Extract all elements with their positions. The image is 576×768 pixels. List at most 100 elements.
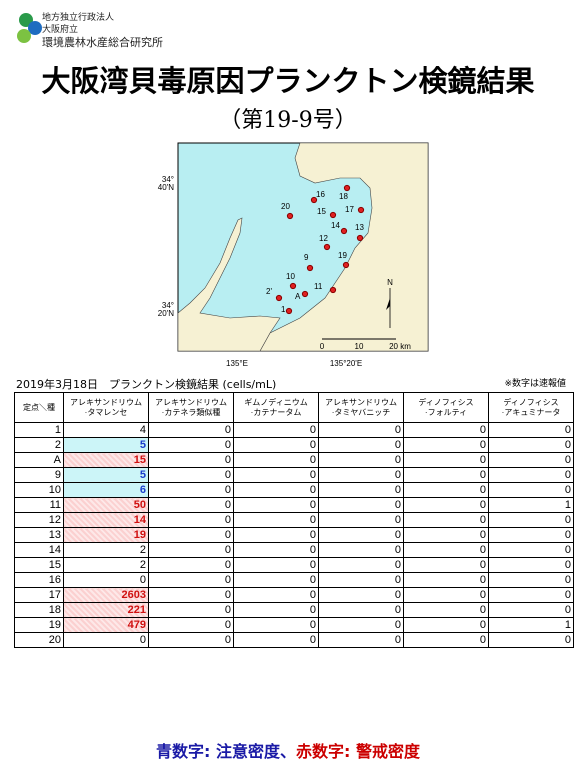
- station-dot: [323, 243, 331, 251]
- value-cell: 0: [148, 632, 234, 648]
- value-cell: 0: [233, 497, 319, 513]
- row: 11 50 0 0 0 0 1: [14, 497, 574, 513]
- station-label: 12: [319, 234, 328, 243]
- row: 18 221 0 0 0 0 0: [14, 602, 574, 618]
- table-caption: 2019年3月18日 プランクトン検鏡結果 (cells/mL): [16, 378, 277, 391]
- station-label: 11: [314, 282, 323, 291]
- header-text: アレキサンドリウム: [325, 397, 397, 407]
- header-cell: アレキサンドリウム ·タマレンセ: [63, 392, 149, 423]
- value-cell: 0: [233, 602, 319, 618]
- station-label: A: [295, 292, 301, 301]
- station-label: 19: [338, 251, 347, 260]
- station-label: 2': [266, 287, 272, 296]
- org-line: 環境農林水産総合研究所: [42, 36, 163, 49]
- station-cell: 9: [14, 467, 64, 483]
- value-cell: 0: [403, 557, 489, 573]
- value-cell: 0: [488, 542, 574, 558]
- value-cell: 0: [488, 452, 574, 468]
- station-cell: 15: [14, 557, 64, 573]
- value-cell: 0: [233, 482, 319, 498]
- station-dot: [289, 282, 297, 290]
- north-label: N: [387, 278, 393, 287]
- value-cell: 5: [63, 467, 149, 483]
- station-cell: 13: [14, 527, 64, 543]
- value-cell: 479: [63, 617, 149, 633]
- value-cell: 1: [488, 617, 574, 633]
- row: 12 14 0 0 0 0 0: [14, 512, 574, 528]
- lat-label: 40'N: [158, 183, 174, 192]
- value-cell: 2603: [63, 587, 149, 603]
- value-cell: 0: [488, 527, 574, 543]
- lat-label: 20'N: [158, 309, 174, 318]
- station-dot: [301, 290, 309, 298]
- value-cell: 0: [233, 527, 319, 543]
- table-note: ※数字は速報値: [504, 379, 566, 389]
- value-cell: 0: [403, 572, 489, 588]
- value-cell: 5: [63, 437, 149, 453]
- header-text: ·フォルティ: [424, 407, 468, 417]
- value-cell: 0: [233, 452, 319, 468]
- value-cell: 0: [403, 437, 489, 453]
- value-cell: 0: [233, 437, 319, 453]
- station-dot: [306, 264, 314, 272]
- value-cell: 0: [403, 587, 489, 603]
- value-cell: 0: [488, 422, 574, 438]
- value-cell: 0: [63, 572, 149, 588]
- station-dot: [285, 307, 293, 315]
- value-cell: 0: [318, 632, 404, 648]
- station-dot: [356, 234, 364, 242]
- station-cell: 1: [14, 422, 64, 438]
- value-cell: 1: [488, 497, 574, 513]
- value-cell: 2: [63, 557, 149, 573]
- station-dot: [310, 196, 318, 204]
- station-label: 9: [304, 253, 309, 262]
- org-line: 地方独立行政法人: [42, 13, 115, 23]
- value-cell: 0: [488, 482, 574, 498]
- header-text: ·タマレンセ: [84, 407, 128, 417]
- lat-label: 34°: [162, 175, 174, 184]
- value-cell: 0: [318, 512, 404, 528]
- row: 19 479 0 0 0 0 1: [14, 617, 574, 633]
- station-cell: A: [14, 452, 64, 468]
- header-cell: ディノフィシス ·フォルティ: [403, 392, 489, 423]
- legend-item: 青数字: 注意密度: [156, 742, 280, 761]
- station-dot: [343, 184, 351, 192]
- header-text: アレキサンドリウム: [70, 397, 142, 407]
- lon-label: 135°E: [226, 359, 248, 368]
- value-cell: 0: [403, 527, 489, 543]
- value-cell: 14: [63, 512, 149, 528]
- row: 16 0 0 0 0 0 0: [14, 572, 574, 588]
- header-text: ·カテナータム: [250, 407, 302, 417]
- value-cell: 0: [318, 617, 404, 633]
- station-dot: [275, 294, 283, 302]
- value-cell: 0: [488, 512, 574, 528]
- value-cell: 0: [488, 437, 574, 453]
- value-cell: 0: [148, 482, 234, 498]
- value-cell: 0: [148, 527, 234, 543]
- value-cell: 0: [148, 542, 234, 558]
- station-label: 1: [281, 305, 286, 314]
- scale-label: 20 km: [389, 342, 411, 351]
- header-cell: ディノフィシス ·アキュミナータ: [488, 392, 574, 423]
- org-line: 大阪府立: [42, 25, 79, 35]
- scale-label: 0: [320, 342, 325, 351]
- value-cell: 0: [233, 512, 319, 528]
- value-cell: 0: [403, 632, 489, 648]
- value-cell: 0: [488, 602, 574, 618]
- value-cell: 0: [318, 557, 404, 573]
- value-cell: 0: [403, 422, 489, 438]
- value-cell: 6: [63, 482, 149, 498]
- logo: [17, 13, 42, 43]
- value-cell: 0: [403, 497, 489, 513]
- header-text: ディノフィシス: [418, 397, 474, 407]
- station-cell: 14: [14, 542, 64, 558]
- station-dot: [342, 261, 350, 269]
- value-cell: 0: [318, 587, 404, 603]
- station-cell: 12: [14, 512, 64, 528]
- header-text: ディノフィシス: [503, 397, 559, 407]
- lat-label: 34°: [162, 301, 174, 310]
- value-cell: 4: [63, 422, 149, 438]
- value-cell: 15: [63, 452, 149, 468]
